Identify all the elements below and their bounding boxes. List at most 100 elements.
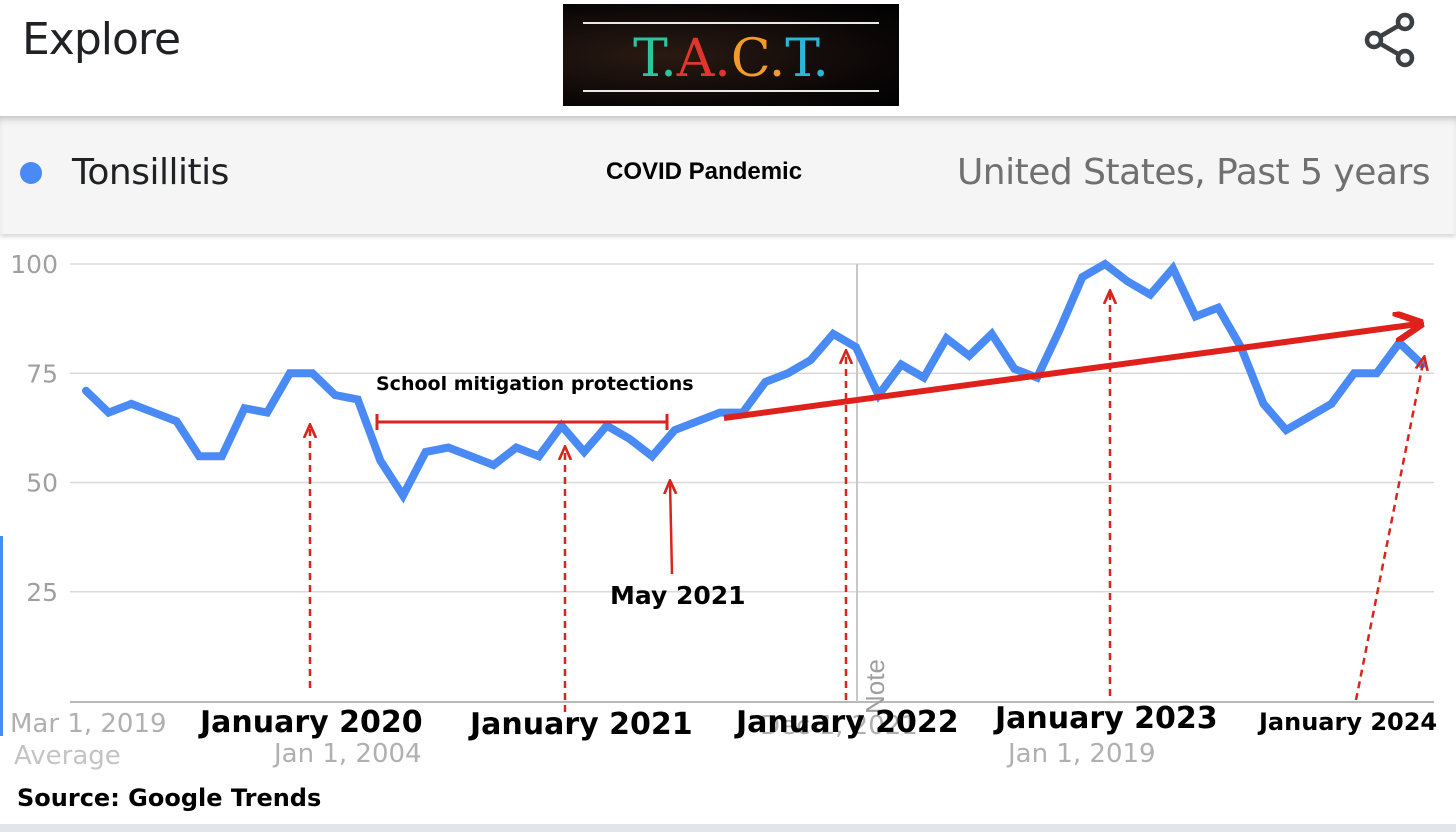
logo-letter: C — [730, 29, 769, 89]
logo-text: T.A.C.T. — [563, 30, 899, 88]
year-label: January 2024 — [1257, 708, 1437, 736]
data-point — [538, 455, 540, 457]
data-point — [810, 359, 812, 361]
y-tick-label: 100 — [10, 250, 58, 279]
legend-term[interactable]: Tonsillitis — [72, 152, 229, 193]
logo-letter: A — [676, 29, 715, 89]
may-arrow — [670, 482, 672, 575]
logo-letter: . — [768, 29, 786, 89]
year-label: January 2020 — [198, 705, 423, 740]
data-point — [1127, 280, 1129, 282]
data-point — [561, 425, 563, 427]
data-point — [221, 455, 223, 457]
logo-letter: . — [714, 29, 731, 89]
data-point — [1195, 315, 1197, 317]
source-label: Source: Google Trends — [17, 784, 322, 812]
data-point — [651, 455, 653, 457]
data-point — [674, 429, 676, 431]
data-point — [945, 337, 947, 339]
header: Explore T.A.C.T. — [0, 0, 1456, 116]
trend-chart: 100 75 50 25 Note Mar 1, 2019 Jan 1, 2004 Dec… — [10, 250, 1437, 771]
data-point — [628, 438, 630, 440]
data-point — [493, 464, 495, 466]
logo-rule-bottom — [583, 90, 879, 92]
school-span-label: School mitigation protections — [376, 373, 694, 395]
data-point — [515, 447, 517, 449]
data-point — [1081, 276, 1083, 278]
data-point — [855, 346, 857, 348]
x-tick-label: Jan 1, 2004 — [272, 739, 422, 769]
legend-region[interactable]: United States, Past 5 years — [956, 152, 1431, 193]
logo-letter: . — [660, 29, 677, 89]
data-point — [198, 455, 200, 457]
data-point — [470, 455, 472, 457]
year-label: January 2021 — [468, 707, 693, 742]
data-point — [1217, 307, 1219, 309]
data-point — [266, 412, 268, 414]
left-accent — [0, 536, 3, 736]
data-point — [1308, 416, 1310, 418]
trend-arrow — [723, 324, 1418, 421]
x-tick-labels: Mar 1, 2019 Jan 1, 2004 Dec 1, 2021 Jan 1, … — [10, 709, 1156, 771]
series-dot-icon — [20, 162, 42, 184]
x-tick-label: Jan 1, 2019 — [1006, 739, 1156, 769]
data-point — [900, 364, 902, 366]
share-icon[interactable] — [1362, 12, 1418, 68]
data-point — [923, 377, 925, 379]
tact-logo: T.A.C.T. — [563, 4, 899, 106]
data-point — [357, 398, 359, 400]
data-point — [1398, 342, 1400, 344]
data-point — [1149, 294, 1151, 296]
data-point — [85, 390, 87, 392]
year-label: January 2022 — [734, 705, 959, 740]
annotations: School mitigation protections May 2021 Jan… — [198, 292, 1437, 742]
x-tick-label: Mar 1, 2019 — [10, 709, 167, 739]
logo-rule-top — [583, 22, 879, 24]
data-point — [1330, 403, 1332, 405]
grid: 100 75 50 25 — [10, 250, 1434, 703]
data-point — [402, 495, 404, 497]
data-point — [244, 407, 246, 409]
y-tick-label: 50 — [26, 469, 58, 498]
may-2021-label: May 2021 — [610, 581, 746, 610]
data-point — [719, 412, 721, 414]
data-point — [108, 412, 110, 414]
data-point — [1376, 372, 1378, 374]
data-point — [334, 394, 336, 396]
data-point — [1262, 403, 1264, 405]
logo-letter: . — [812, 29, 829, 89]
data-point — [289, 372, 291, 374]
data-point — [447, 447, 449, 449]
x-tick-label: Dec 1, 2021 — [760, 711, 918, 741]
data-point — [606, 425, 608, 427]
legend-bar — [0, 116, 1456, 234]
data-point — [1059, 329, 1061, 331]
data-point — [1104, 263, 1106, 265]
data-point — [991, 333, 993, 335]
data-point — [787, 372, 789, 374]
dashed-arrow — [1354, 358, 1424, 701]
data-point — [1013, 368, 1015, 370]
data-point — [311, 372, 313, 374]
data-point — [968, 355, 970, 357]
footer-strip — [0, 824, 1456, 832]
logo-letter: T — [633, 29, 661, 89]
data-point — [583, 451, 585, 453]
data-point — [764, 381, 766, 383]
data-point — [130, 403, 132, 405]
data-point — [425, 451, 427, 453]
data-point — [153, 412, 155, 414]
legend-center-label: COVID Pandemic — [606, 158, 803, 185]
data-point — [696, 420, 698, 422]
series-line — [82, 259, 1426, 504]
page-title: Explore — [22, 14, 181, 65]
y-tick-label: 25 — [26, 578, 58, 607]
data-point — [379, 460, 381, 462]
average-label: Average — [14, 741, 121, 771]
y-tick-label: 75 — [26, 359, 58, 388]
data-point — [1353, 372, 1355, 374]
data-point — [832, 333, 834, 335]
data-point — [1285, 429, 1287, 431]
year-label: January 2023 — [993, 701, 1218, 736]
series-layer — [82, 259, 1426, 504]
